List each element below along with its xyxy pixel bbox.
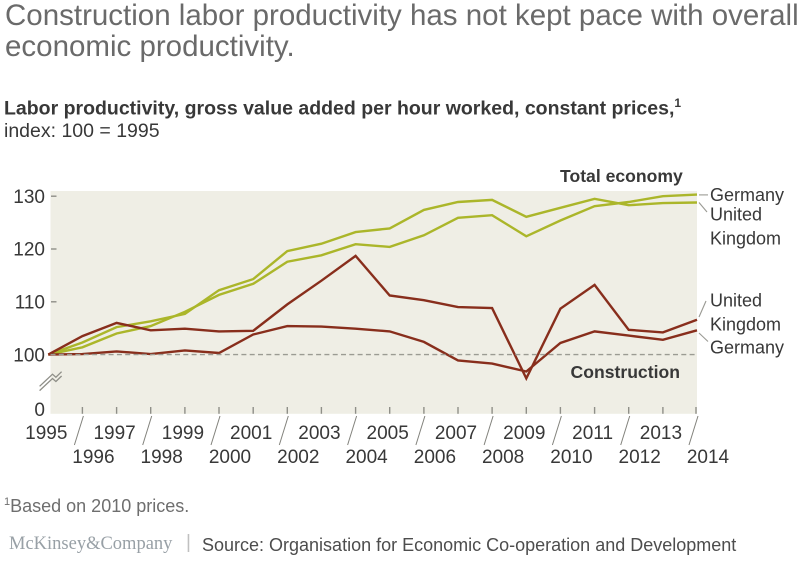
svg-text:2004: 2004: [345, 447, 388, 468]
svg-text:130: 130: [13, 187, 45, 208]
svg-text:1996: 1996: [72, 447, 114, 468]
svg-text:2003: 2003: [298, 423, 340, 444]
svg-text:2006: 2006: [414, 447, 456, 468]
svg-text:2008: 2008: [482, 447, 524, 468]
svg-text:1998: 1998: [141, 447, 183, 468]
svg-text:2000: 2000: [209, 447, 251, 468]
svg-text:0: 0: [34, 400, 45, 421]
svg-text:100: 100: [13, 345, 45, 366]
svg-text:2009: 2009: [503, 423, 545, 444]
svg-text:United: United: [710, 205, 762, 225]
svg-text:110: 110: [15, 292, 45, 313]
svg-text:Total economy: Total economy: [560, 166, 683, 186]
svg-text:2002: 2002: [277, 447, 319, 468]
svg-text:2007: 2007: [435, 423, 477, 444]
svg-text:Germany: Germany: [710, 338, 784, 358]
svg-text:2012: 2012: [619, 447, 661, 468]
svg-text:2005: 2005: [367, 423, 409, 444]
svg-text:2011: 2011: [572, 423, 613, 444]
svg-text:2014: 2014: [687, 447, 730, 468]
svg-text:United: United: [710, 291, 762, 311]
svg-text:2001: 2001: [230, 423, 272, 444]
svg-text:2013: 2013: [640, 423, 682, 444]
svg-text:Construction: Construction: [571, 362, 680, 382]
svg-text:1995: 1995: [25, 423, 67, 444]
svg-text:120: 120: [13, 240, 45, 261]
svg-text:1997: 1997: [93, 423, 135, 444]
svg-text:Kingdom: Kingdom: [710, 315, 781, 335]
svg-text:1999: 1999: [162, 423, 204, 444]
svg-text:2010: 2010: [550, 447, 592, 468]
svg-text:Kingdom: Kingdom: [710, 229, 781, 249]
svg-text:Germany: Germany: [710, 185, 784, 205]
